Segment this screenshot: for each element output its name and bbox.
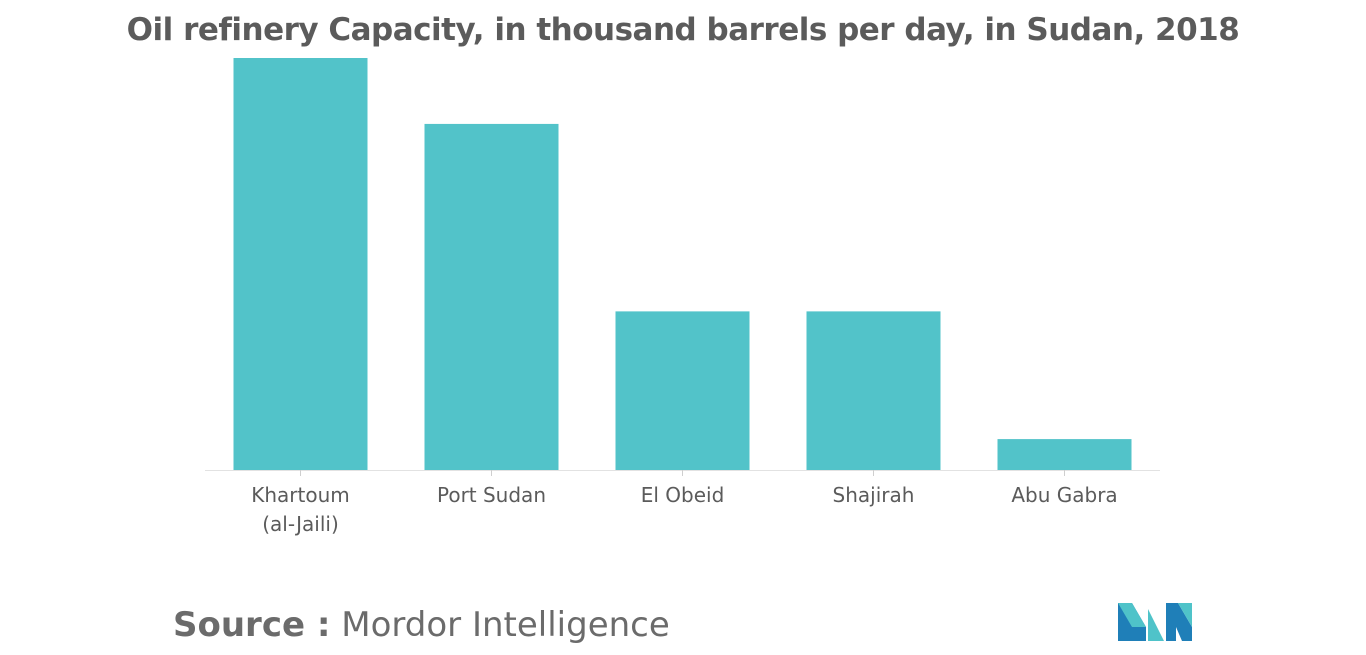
x-tick-label: Shajirah bbox=[833, 483, 915, 507]
logo-right-accent bbox=[1178, 603, 1192, 627]
x-tick-label: El Obeid bbox=[641, 483, 725, 507]
bar-1 bbox=[424, 123, 559, 471]
bar-chart: Khartoum (al-Jaili) Port Sudan El Obeid Shaj… bbox=[205, 58, 1160, 536]
bar-3 bbox=[806, 311, 941, 470]
logo-left-accent bbox=[1118, 603, 1146, 627]
x-tick-label: Abu Gabra bbox=[1011, 483, 1117, 507]
source-note: Source : Mordor Intelligence bbox=[173, 605, 670, 645]
logo-right-shape bbox=[1166, 603, 1192, 641]
bar-0 bbox=[233, 58, 368, 470]
mordor-intelligence-logo-icon bbox=[1118, 603, 1192, 641]
x-tick-label: Port Sudan bbox=[437, 483, 546, 507]
bar-4 bbox=[997, 439, 1132, 470]
logo-middle-shape bbox=[1148, 609, 1164, 641]
bar-2 bbox=[615, 311, 750, 470]
x-tick-label: Khartoum (al-Jaili) bbox=[251, 483, 350, 536]
chart-title: Oil refinery Capacity, in thousand barre… bbox=[126, 12, 1240, 48]
source-text: Mordor Intelligence bbox=[341, 605, 670, 645]
source-label: Source : bbox=[173, 605, 331, 645]
